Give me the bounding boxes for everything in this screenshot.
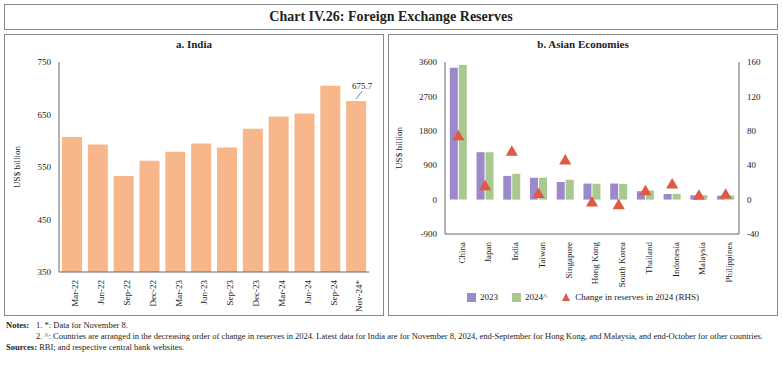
svg-text:450: 450 [38, 215, 52, 225]
svg-text:Mar-23: Mar-23 [174, 280, 184, 307]
svg-text:675.7: 675.7 [352, 81, 373, 91]
svg-text:1800: 1800 [419, 126, 438, 136]
svg-text:China: China [457, 242, 467, 264]
svg-text:750: 750 [38, 57, 52, 67]
html-text:b. Asian Economies: b. Asian Economies [537, 38, 629, 50]
html-text:1. *: Data for November 8.: 1. *: Data for November 8. [36, 320, 128, 330]
svg-text:900: 900 [424, 160, 438, 170]
svg-text:Jun-24: Jun-24 [303, 280, 313, 305]
html-text:Notes:: Notes: [6, 320, 30, 330]
html-text:a. India: a. India [176, 38, 212, 50]
svg-text:0: 0 [747, 195, 752, 205]
svg-text:550: 550 [38, 162, 52, 172]
svg-text:Sep-22: Sep-22 [122, 280, 132, 306]
html-text:2. ^: Countries are arranged i: 2. ^: Countries are arranged in the decr… [36, 331, 763, 341]
svg-text:Jun-23: Jun-23 [199, 280, 209, 305]
html-text:Change in reserves in 2024 (RH: Change in reserves in 2024 (RHS) [575, 292, 699, 302]
svg-text:160: 160 [747, 57, 761, 67]
svg-text:Japan: Japan [483, 242, 493, 263]
html-text:2023: 2023 [480, 292, 498, 302]
svg-text:-40: -40 [747, 229, 759, 239]
svg-text:Indonesia: Indonesia [671, 242, 681, 277]
html-text:Sources: RBI; and respective c: Sources: RBI; and respective central ban… [6, 342, 185, 352]
svg-text:Sep-24: Sep-24 [329, 280, 339, 306]
svg-text:2700: 2700 [419, 92, 438, 102]
svg-text:Sep-23: Sep-23 [225, 280, 235, 306]
svg-text:120: 120 [747, 92, 761, 102]
svg-text:Malaysia: Malaysia [697, 242, 707, 275]
svg-text:3600: 3600 [419, 57, 438, 67]
svg-text:80: 80 [747, 126, 757, 136]
svg-text:Thailand: Thailand [644, 242, 654, 274]
svg-text:Dec-22: Dec-22 [148, 280, 158, 307]
svg-text:Singapore: Singapore [564, 242, 574, 279]
svg-text:US$ billion: US$ billion [394, 127, 404, 169]
svg-text:Philippines: Philippines [724, 242, 734, 283]
html-text:Chart IV.26: Foreign Exchange: Chart IV.26: Foreign Exchange Reserves [269, 9, 513, 24]
svg-text:Taiwan: Taiwan [537, 242, 547, 269]
html-text:2024^: 2024^ [525, 292, 548, 302]
svg-text:Hong Kong: Hong Kong [590, 242, 600, 285]
svg-text:Mar-22: Mar-22 [70, 280, 80, 307]
svg-text:-900: -900 [421, 229, 438, 239]
svg-text:India: India [510, 242, 520, 261]
svg-text:40: 40 [747, 160, 757, 170]
svg-text:Nov-24*: Nov-24* [354, 280, 364, 312]
svg-text:350: 350 [38, 267, 52, 277]
svg-text:Jun-22: Jun-22 [96, 280, 106, 305]
svg-text:Mar-24: Mar-24 [277, 280, 287, 307]
svg-text:0: 0 [433, 195, 438, 205]
svg-text:Dec-23: Dec-23 [251, 280, 261, 307]
svg-text:South Korea: South Korea [617, 242, 627, 287]
svg-text:650: 650 [38, 110, 52, 120]
svg-text:US$ billion: US$ billion [12, 146, 22, 188]
